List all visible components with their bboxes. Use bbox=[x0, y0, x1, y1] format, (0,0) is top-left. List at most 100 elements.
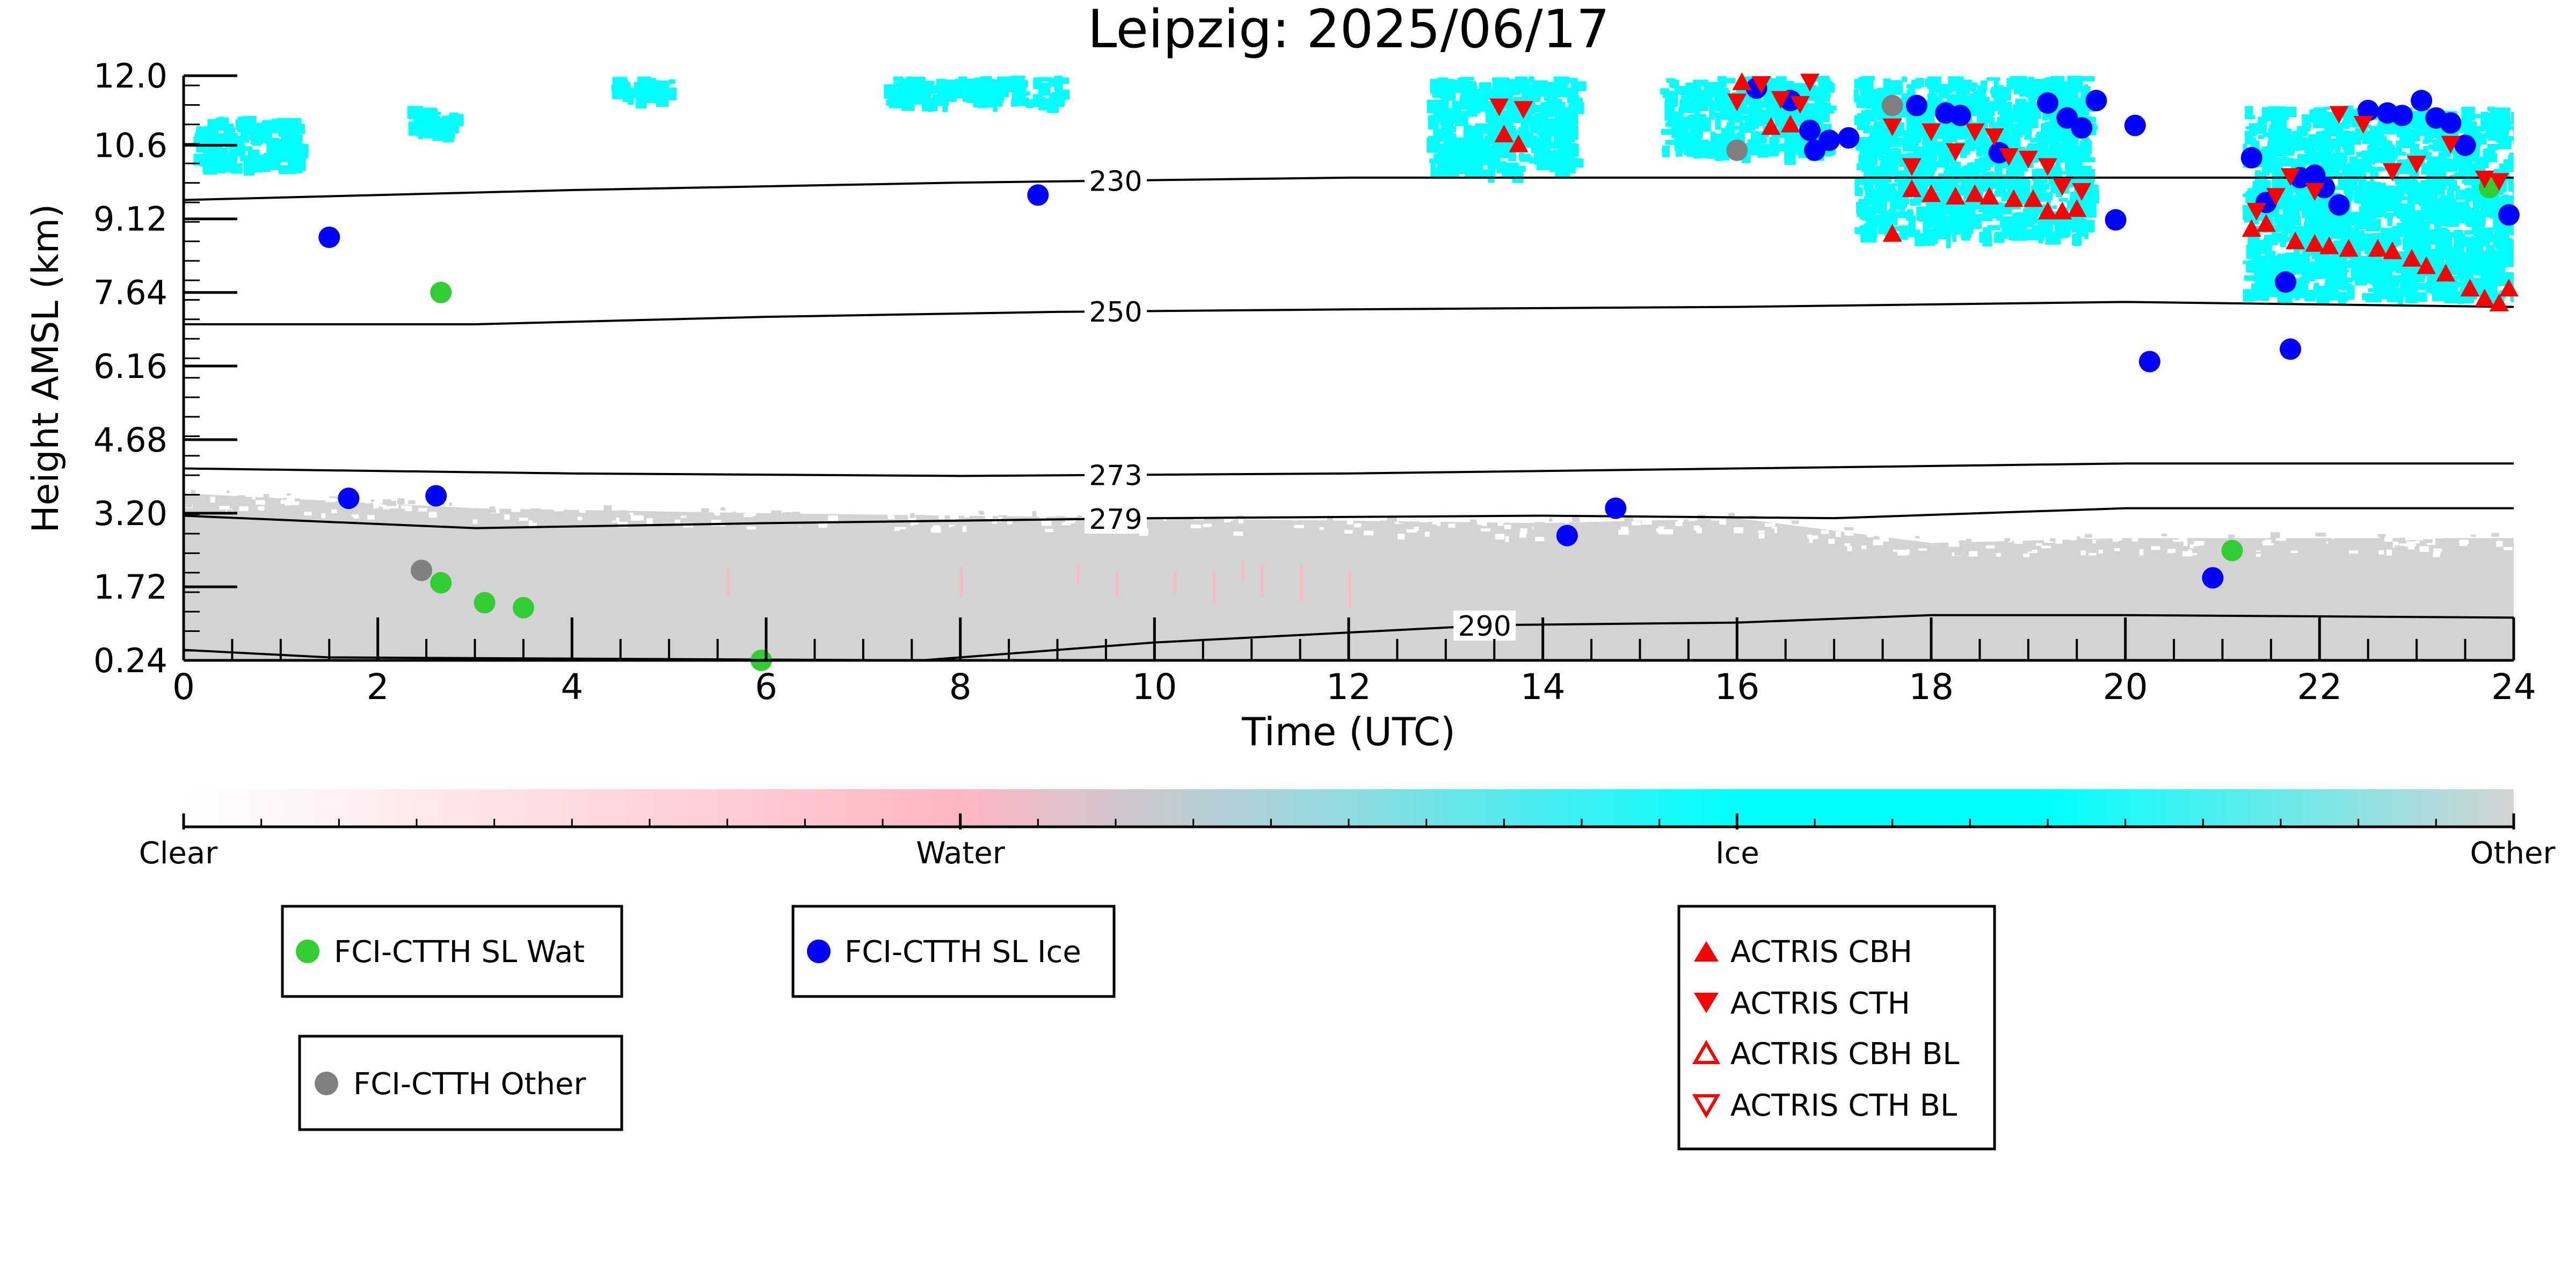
cloud-speckle bbox=[930, 527, 941, 533]
ice-speck bbox=[2397, 293, 2404, 305]
ice-speck bbox=[2343, 269, 2349, 273]
water-streak bbox=[1212, 569, 1216, 603]
ice-speck bbox=[2433, 182, 2447, 190]
marker-fci-ctth-sl-ice bbox=[1838, 127, 1860, 149]
cloud-speckle bbox=[803, 509, 812, 512]
ice-speck bbox=[2058, 198, 2068, 202]
ice-speck bbox=[2472, 263, 2477, 275]
ice-speck bbox=[1858, 199, 1870, 204]
ice-speck bbox=[2242, 193, 2247, 197]
ice-speck bbox=[2471, 150, 2480, 159]
ice-speck bbox=[1666, 111, 1679, 118]
marker-actris-cth bbox=[2475, 170, 2494, 188]
ice-speck bbox=[2315, 221, 2323, 233]
ice-speck bbox=[219, 117, 224, 123]
cloud-speckle bbox=[2145, 543, 2151, 548]
ice-speck bbox=[1823, 111, 1830, 122]
ice-speck bbox=[1982, 137, 1991, 150]
cloud-speckle bbox=[472, 519, 478, 524]
ice-speck bbox=[985, 82, 992, 86]
cloud-speckle bbox=[2255, 550, 2261, 557]
ice-speck bbox=[2055, 77, 2061, 85]
ice-speck bbox=[1855, 140, 1861, 151]
ice-speck bbox=[2277, 291, 2283, 301]
ice-speck bbox=[1050, 78, 1058, 84]
cloud-speckle bbox=[334, 506, 343, 510]
marker-fci-ctth-sl-ice bbox=[2124, 114, 2146, 136]
ice-speck bbox=[2512, 223, 2514, 232]
cloud-speckle bbox=[255, 500, 265, 505]
cloud-speckle bbox=[548, 512, 558, 518]
cloud-speckle bbox=[2086, 542, 2091, 547]
ice-speck bbox=[2277, 222, 2282, 232]
water-streak bbox=[1174, 572, 1177, 593]
ice-speck bbox=[2054, 174, 2061, 179]
ice-speck bbox=[1806, 103, 1814, 114]
ice-speck bbox=[1671, 126, 1683, 139]
ice-speck bbox=[1523, 120, 1529, 134]
ice-speck bbox=[2027, 77, 2034, 87]
ice-speck bbox=[642, 93, 656, 104]
marker-fci-ctth-other bbox=[411, 559, 433, 581]
ice-speck bbox=[2466, 250, 2477, 258]
ice-speck bbox=[1960, 183, 1975, 188]
cloud-speckle bbox=[1280, 523, 1290, 530]
cloud-speckle bbox=[1279, 533, 1285, 536]
cloud-speckle bbox=[2471, 534, 2476, 537]
ice-speck bbox=[2082, 165, 2092, 170]
ice-speck bbox=[2506, 239, 2514, 254]
marker-fci-ctth-sl-ice bbox=[2357, 99, 2379, 121]
ice-speck bbox=[1804, 116, 1814, 120]
ice-speck bbox=[1909, 132, 1922, 141]
ice-speck bbox=[2011, 230, 2021, 236]
cloud-speckle bbox=[1437, 520, 1441, 526]
ice-speck bbox=[2013, 147, 2025, 152]
cloud-speckle bbox=[2162, 533, 2167, 536]
cloud-speckle bbox=[191, 490, 195, 496]
marker-actris-cbh bbox=[1965, 184, 1985, 202]
ice-speck bbox=[1990, 106, 2005, 112]
ice-speck bbox=[2055, 191, 2062, 198]
legend-other-marker bbox=[315, 1072, 338, 1095]
cloud-speckle bbox=[210, 497, 215, 503]
ice-speck bbox=[2492, 205, 2504, 209]
marker-actris-cth bbox=[1999, 148, 2019, 166]
ice-speck bbox=[1481, 90, 1490, 99]
legend-actris: ACTRIS CBH ACTRIS CTH ACTRIS CBH BL ACTR… bbox=[1677, 905, 1996, 1151]
ice-speck bbox=[2396, 140, 2403, 152]
ice-speck bbox=[2010, 169, 2020, 173]
ice-speck bbox=[2363, 125, 2371, 128]
marker-fci-ctth-sl-ice bbox=[2411, 90, 2433, 112]
ice-speck bbox=[2054, 84, 2068, 96]
legend-actris-cth-marker bbox=[1694, 993, 1719, 1013]
ice-speck bbox=[2389, 280, 2396, 288]
ice-speck bbox=[2461, 260, 2468, 265]
x-axis-ticks: 0 2 4 6 8 10 12 14 16 18 20 22 24 bbox=[172, 617, 2536, 708]
marker-fci-ctth-sl-ice bbox=[2328, 194, 2350, 216]
cloud-speckle bbox=[1685, 520, 1694, 523]
ice-speck bbox=[2356, 151, 2368, 157]
ice-speck bbox=[668, 79, 675, 84]
cloud-speckle bbox=[570, 511, 574, 516]
cloud-speckle bbox=[519, 518, 528, 521]
cloud-speckle bbox=[1045, 528, 1054, 533]
ice-speck bbox=[1969, 221, 1981, 228]
marker-fci-ctth-other bbox=[1881, 94, 1903, 117]
y-tick-label: 10.6 bbox=[93, 126, 168, 165]
cloud-speckle bbox=[2194, 546, 2201, 550]
cloud-speckle bbox=[1675, 521, 1683, 526]
ice-speck bbox=[925, 93, 932, 102]
cloud-speckle bbox=[2418, 534, 2429, 541]
legend-other-label: FCI-CTTH Other bbox=[353, 1067, 586, 1102]
ice-speck bbox=[1938, 84, 1952, 89]
ice-speck bbox=[1444, 149, 1454, 158]
cloud-speckle bbox=[2331, 535, 2341, 539]
ice-speck bbox=[1491, 123, 1503, 132]
ice-speck bbox=[1548, 103, 1557, 114]
ice-speck bbox=[2024, 229, 2040, 241]
ice-speck bbox=[223, 149, 228, 165]
cloud-speckle bbox=[2300, 534, 2309, 537]
cloud-speckle bbox=[496, 507, 500, 513]
ice-speck bbox=[2275, 124, 2283, 129]
x-tick-label: 4 bbox=[561, 666, 583, 708]
